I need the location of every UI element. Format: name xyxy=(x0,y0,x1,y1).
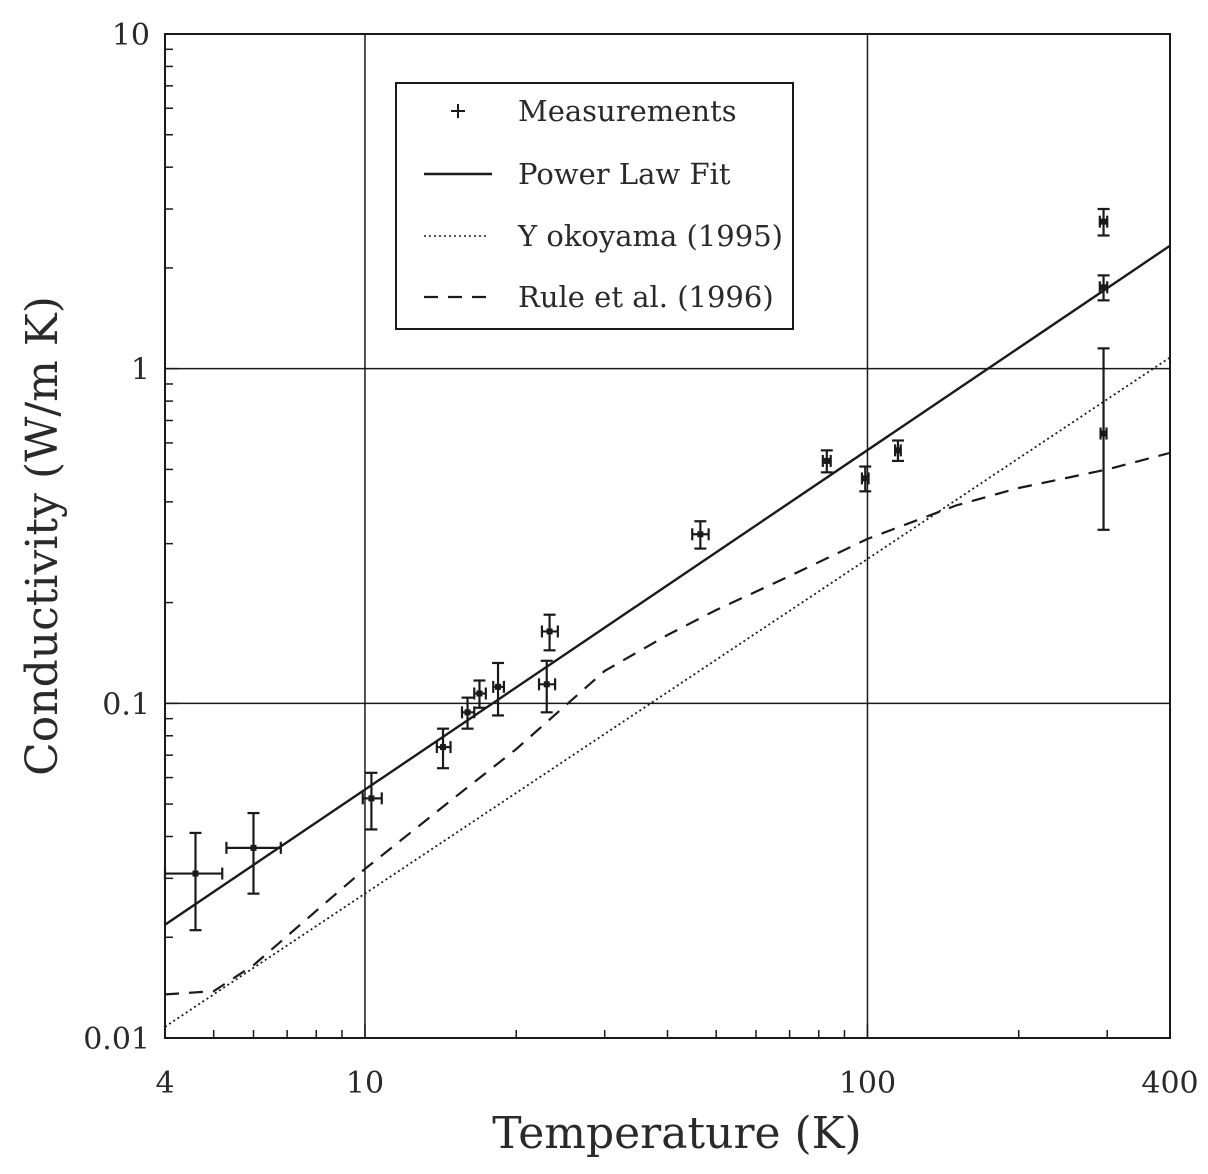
series-layer xyxy=(163,207,1170,1028)
measurement-point xyxy=(820,449,833,474)
measurement-point xyxy=(537,659,557,714)
measurement-point xyxy=(361,771,383,831)
legend-label-power-law-fit: Power Law Fit xyxy=(518,157,731,191)
y-tick-label: 10 xyxy=(112,18,150,53)
y-tick-labels: 0.01 0.1 1 10 xyxy=(83,18,150,1057)
y-tick-label: 1 xyxy=(131,353,150,388)
measurement-point xyxy=(473,679,487,709)
y-tick-label: 0.01 xyxy=(83,1022,150,1057)
x-tick-label: 10 xyxy=(346,1066,384,1101)
measurement-point xyxy=(691,520,710,550)
measurement-point xyxy=(540,613,559,652)
y-tick-label: 0.1 xyxy=(102,687,150,722)
measurement-point xyxy=(435,727,452,770)
legend-item-measurements: Measurements xyxy=(451,94,737,128)
measurement-point xyxy=(859,465,872,493)
legend: Measurements Power Law Fit Y okoyama (19… xyxy=(395,82,794,330)
measurement-points xyxy=(163,207,1110,932)
y-axis-label: Conductivity (W/m K) xyxy=(17,296,68,776)
x-tick-label: 400 xyxy=(1141,1066,1198,1101)
legend-label-rule: Rule et al. (1996) xyxy=(518,280,774,314)
legend-swatch-measurements xyxy=(451,104,465,118)
legend-item-yokoyama: Y okoyama (1995) xyxy=(424,219,783,253)
x-tick-label: 100 xyxy=(839,1066,896,1101)
x-tick-labels: 4 10 100 400 xyxy=(155,1066,1198,1101)
rule-line xyxy=(165,451,1170,996)
grid-lines xyxy=(165,34,1170,1038)
legend-label-measurements: Measurements xyxy=(518,94,737,128)
legend-item-rule: Rule et al. (1996) xyxy=(424,280,774,314)
x-axis-label: Temperature (K) xyxy=(492,1108,861,1159)
x-tick-label: 4 xyxy=(155,1066,174,1101)
measurement-point xyxy=(891,439,904,463)
measurement-point xyxy=(1097,207,1110,237)
measurement-point xyxy=(225,811,282,895)
plot-frame xyxy=(164,33,1171,1039)
legend-item-power-law-fit: Power Law Fit xyxy=(424,157,731,191)
measurement-point xyxy=(1097,347,1110,531)
power-law-fit-line xyxy=(165,244,1170,926)
legend-box xyxy=(395,82,794,330)
measurement-point xyxy=(492,661,505,717)
measurement-point xyxy=(163,831,224,932)
yokoyama-line xyxy=(165,356,1170,1028)
legend-label-yokoyama: Y okoyama (1995) xyxy=(517,219,783,253)
